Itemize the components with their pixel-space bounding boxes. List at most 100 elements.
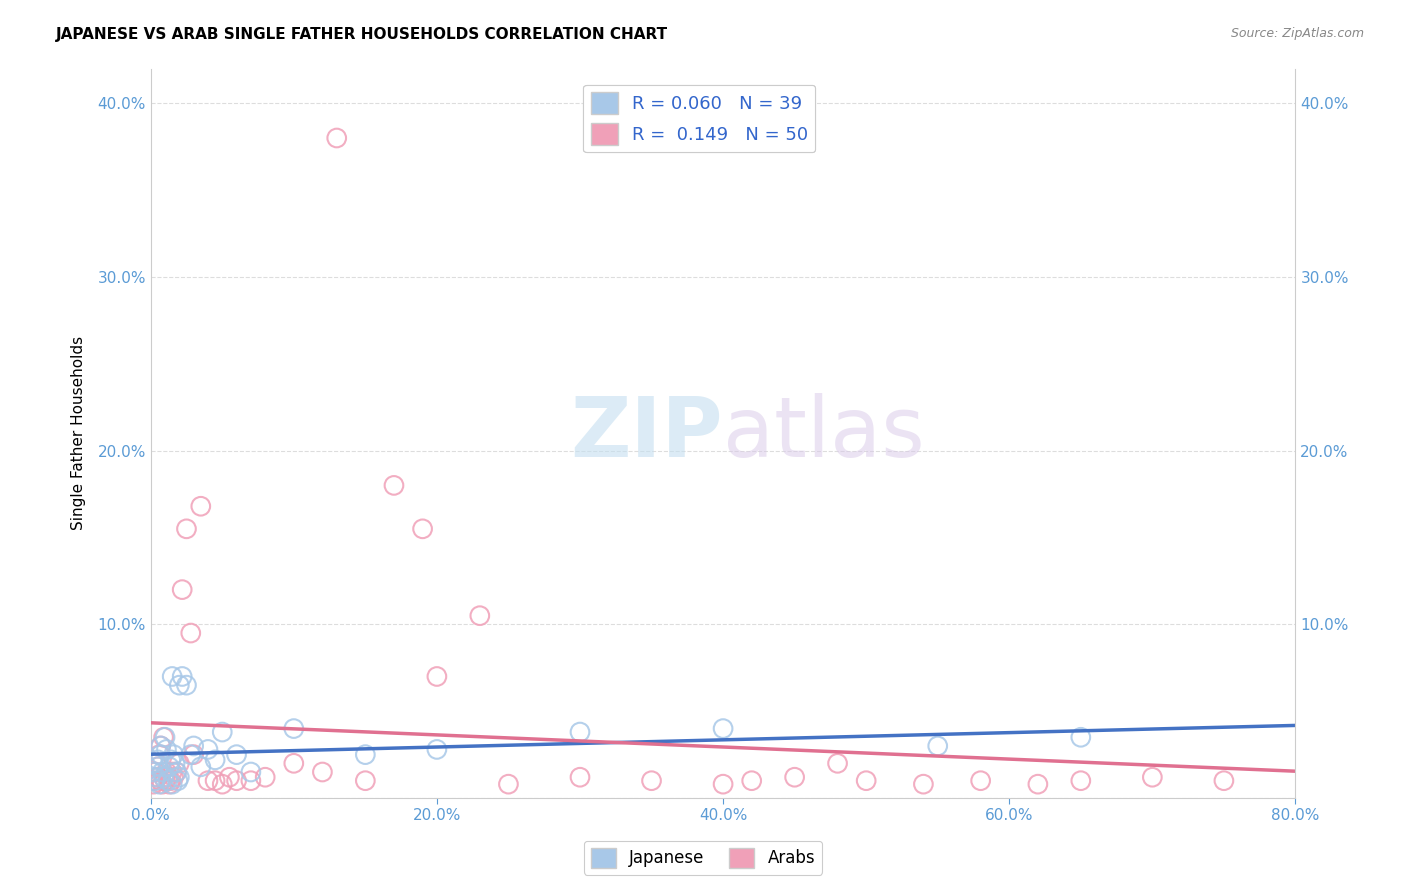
Point bbox=[969, 773, 991, 788]
Point bbox=[412, 522, 434, 536]
Point bbox=[426, 742, 449, 756]
Text: Source: ZipAtlas.com: Source: ZipAtlas.com bbox=[1230, 27, 1364, 40]
Point bbox=[142, 756, 165, 771]
Point bbox=[153, 773, 176, 788]
Point bbox=[498, 777, 520, 791]
Point bbox=[190, 500, 212, 514]
Point bbox=[569, 770, 592, 784]
Point bbox=[141, 764, 163, 779]
Point bbox=[311, 764, 333, 779]
Point bbox=[145, 756, 167, 771]
Point bbox=[166, 764, 188, 779]
Point bbox=[197, 773, 219, 788]
Point bbox=[162, 770, 184, 784]
Point bbox=[146, 760, 169, 774]
Point bbox=[1070, 773, 1092, 788]
Point bbox=[160, 764, 183, 779]
Point bbox=[927, 739, 949, 753]
Legend: Japanese, Arabs: Japanese, Arabs bbox=[583, 841, 823, 875]
Point bbox=[152, 770, 174, 784]
Point bbox=[225, 747, 247, 762]
Point bbox=[146, 770, 169, 784]
Point bbox=[148, 777, 170, 791]
Point bbox=[204, 773, 226, 788]
Point bbox=[167, 773, 190, 788]
Point bbox=[155, 742, 177, 756]
Point bbox=[1212, 773, 1234, 788]
Point bbox=[172, 669, 194, 683]
Point bbox=[143, 773, 166, 788]
Point bbox=[426, 669, 449, 683]
Point bbox=[155, 764, 177, 779]
Point bbox=[218, 770, 240, 784]
Point bbox=[711, 777, 734, 791]
Point bbox=[180, 626, 202, 640]
Point bbox=[166, 764, 188, 779]
Point bbox=[354, 773, 377, 788]
Point bbox=[1026, 777, 1049, 791]
Point bbox=[1142, 770, 1164, 784]
Y-axis label: Single Father Households: Single Father Households bbox=[72, 336, 86, 531]
Point bbox=[225, 773, 247, 788]
Text: JAPANESE VS ARAB SINGLE FATHER HOUSEHOLDS CORRELATION CHART: JAPANESE VS ARAB SINGLE FATHER HOUSEHOLD… bbox=[56, 27, 668, 42]
Point bbox=[855, 773, 877, 788]
Point bbox=[149, 747, 172, 762]
Point bbox=[180, 747, 202, 762]
Point bbox=[283, 722, 305, 736]
Point bbox=[325, 131, 347, 145]
Point bbox=[152, 731, 174, 745]
Point bbox=[1070, 731, 1092, 745]
Point bbox=[783, 770, 806, 784]
Point bbox=[156, 773, 179, 788]
Point bbox=[153, 731, 176, 745]
Point bbox=[741, 773, 763, 788]
Point bbox=[145, 770, 167, 784]
Point bbox=[150, 777, 173, 791]
Point bbox=[149, 739, 172, 753]
Point bbox=[640, 773, 662, 788]
Point bbox=[160, 669, 183, 683]
Point bbox=[159, 753, 181, 767]
Point bbox=[169, 756, 191, 771]
Point bbox=[211, 725, 233, 739]
Point bbox=[197, 742, 219, 756]
Point bbox=[142, 777, 165, 791]
Point bbox=[159, 773, 181, 788]
Point bbox=[146, 753, 169, 767]
Point bbox=[204, 753, 226, 767]
Point bbox=[711, 722, 734, 736]
Point bbox=[157, 777, 180, 791]
Point bbox=[169, 678, 191, 692]
Point bbox=[354, 747, 377, 762]
Point bbox=[163, 756, 186, 771]
Point bbox=[468, 608, 491, 623]
Point bbox=[239, 764, 262, 779]
Point bbox=[149, 773, 172, 788]
Point bbox=[254, 770, 277, 784]
Legend: R = 0.060   N = 39, R =  0.149   N = 50: R = 0.060 N = 39, R = 0.149 N = 50 bbox=[583, 85, 815, 153]
Point bbox=[150, 764, 173, 779]
Point bbox=[141, 773, 163, 788]
Point bbox=[157, 760, 180, 774]
Text: ZIP: ZIP bbox=[571, 392, 723, 474]
Point bbox=[169, 770, 191, 784]
Point bbox=[143, 764, 166, 779]
Point bbox=[382, 478, 405, 492]
Point bbox=[827, 756, 849, 771]
Point bbox=[239, 773, 262, 788]
Point bbox=[156, 770, 179, 784]
Point bbox=[176, 522, 198, 536]
Point bbox=[211, 777, 233, 791]
Point bbox=[146, 760, 169, 774]
Point bbox=[162, 747, 184, 762]
Point bbox=[172, 582, 194, 597]
Point bbox=[283, 756, 305, 771]
Text: atlas: atlas bbox=[723, 392, 925, 474]
Point bbox=[912, 777, 935, 791]
Point bbox=[149, 739, 172, 753]
Point bbox=[160, 777, 183, 791]
Point bbox=[183, 739, 205, 753]
Point bbox=[569, 725, 592, 739]
Point bbox=[176, 678, 198, 692]
Point bbox=[183, 747, 205, 762]
